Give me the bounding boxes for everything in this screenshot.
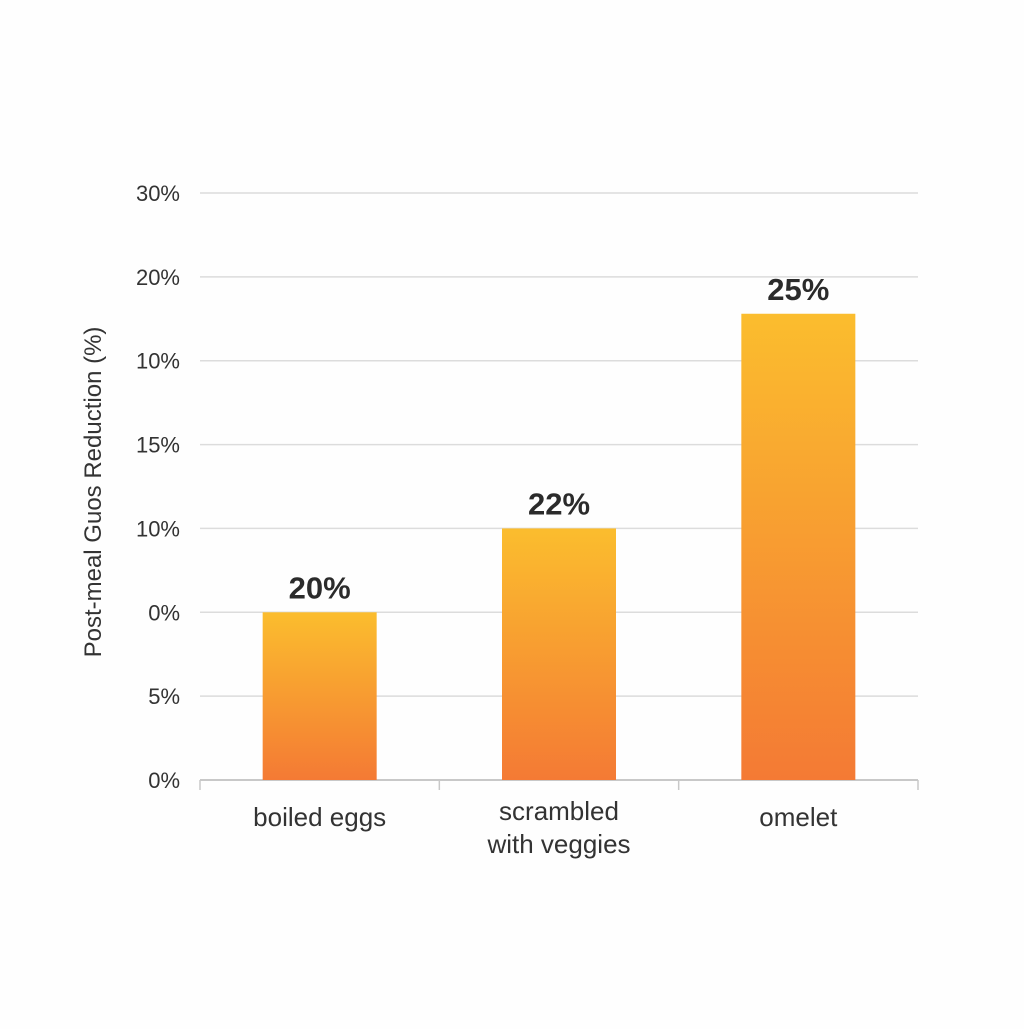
bars	[262, 313, 856, 780]
y-tick-label: 0%	[148, 600, 180, 625]
bar-value-label: 22%	[528, 486, 590, 521]
category-label-line: scrambled	[499, 796, 619, 826]
x-axis	[199, 779, 919, 790]
y-tick-label: 5%	[148, 684, 180, 709]
bar-value-label: 25%	[767, 272, 829, 307]
category-label-line: with veggies	[486, 829, 630, 859]
y-tick-label: 0%	[148, 768, 180, 793]
y-axis-title: Post-meal Guos Reduction (%)	[80, 327, 107, 658]
y-tick-label: 30%	[136, 181, 180, 206]
y-tick-label: 15%	[136, 433, 180, 458]
category-label-line: boiled eggs	[253, 802, 386, 832]
category-label: omelet	[759, 802, 838, 832]
category-label: boiled eggs	[253, 802, 386, 832]
bar	[741, 313, 856, 780]
y-tick-label: 10%	[136, 516, 180, 541]
y-axis-tick-labels: 0% 5% 0% 10% 15% 10% 20% 30%	[136, 181, 180, 793]
bar	[262, 612, 377, 780]
category-label-line: omelet	[759, 802, 838, 832]
y-tick-label: 10%	[136, 349, 180, 374]
bar	[502, 528, 616, 780]
data-labels: 20% 22% 25%	[289, 272, 830, 606]
category-label: scrambled with veggies	[486, 796, 630, 859]
bar-value-label: 20%	[289, 570, 351, 605]
category-labels: boiled eggs scrambled with veggies omelet	[253, 796, 838, 859]
y-tick-label: 20%	[136, 265, 180, 290]
